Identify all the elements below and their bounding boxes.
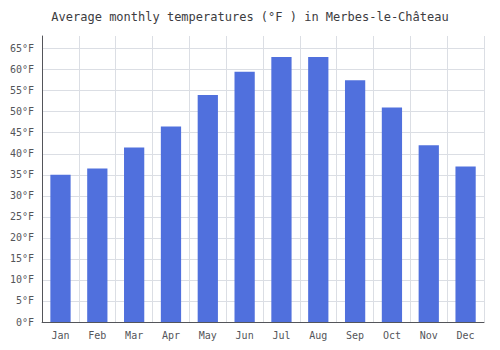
svg-text:Jul: Jul	[272, 330, 290, 341]
svg-text:5°F: 5°F	[16, 295, 34, 306]
svg-text:May: May	[199, 330, 217, 341]
svg-text:Mar: Mar	[125, 330, 143, 341]
svg-text:30°F: 30°F	[10, 190, 34, 201]
svg-text:Average monthly temperatures (: Average monthly temperatures (°F ) in Me…	[51, 10, 448, 24]
svg-text:55°F: 55°F	[10, 85, 34, 96]
svg-text:65°F: 65°F	[10, 43, 34, 54]
svg-text:Dec: Dec	[457, 330, 475, 341]
svg-text:20°F: 20°F	[10, 232, 34, 243]
svg-text:50°F: 50°F	[10, 106, 34, 117]
svg-text:15°F: 15°F	[10, 253, 34, 264]
svg-text:60°F: 60°F	[10, 64, 34, 75]
svg-text:10°F: 10°F	[10, 274, 34, 285]
svg-text:45°F: 45°F	[10, 127, 34, 138]
svg-text:Nov: Nov	[420, 330, 438, 341]
svg-text:Jun: Jun	[236, 330, 254, 341]
svg-text:Oct: Oct	[383, 330, 401, 341]
svg-text:0°F: 0°F	[16, 317, 34, 328]
svg-text:35°F: 35°F	[10, 169, 34, 180]
svg-text:Jan: Jan	[51, 330, 69, 341]
svg-text:Feb: Feb	[88, 330, 106, 341]
svg-text:Sep: Sep	[346, 330, 364, 341]
svg-text:25°F: 25°F	[10, 211, 34, 222]
svg-text:40°F: 40°F	[10, 148, 34, 159]
svg-text:Apr: Apr	[162, 330, 180, 341]
svg-text:Aug: Aug	[309, 330, 327, 341]
